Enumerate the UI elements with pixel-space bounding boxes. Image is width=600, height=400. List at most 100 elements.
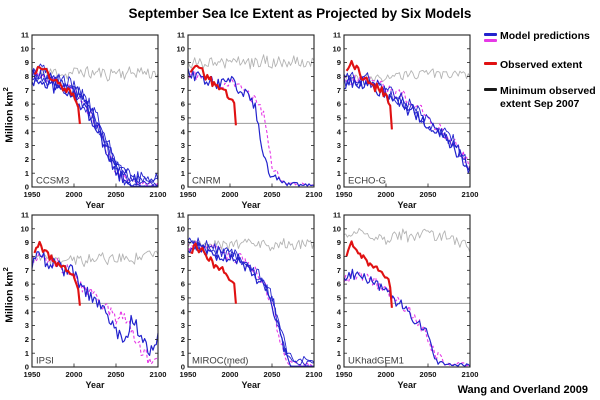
svg-text:8: 8 <box>337 252 341 261</box>
svg-text:CNRM: CNRM <box>192 176 221 187</box>
svg-text:2050: 2050 <box>264 190 281 199</box>
svg-text:2050: 2050 <box>108 190 125 199</box>
svg-text:2000: 2000 <box>66 370 83 379</box>
svg-text:2050: 2050 <box>264 370 281 379</box>
svg-text:2100: 2100 <box>306 190 323 199</box>
svg-text:5: 5 <box>337 294 342 303</box>
svg-text:Year: Year <box>85 380 105 390</box>
attribution: Wang and Overland 2009 <box>457 384 588 396</box>
svg-text:CCSM3: CCSM3 <box>36 176 69 187</box>
svg-text:2: 2 <box>337 155 341 164</box>
svg-text:8: 8 <box>337 72 341 81</box>
svg-text:7: 7 <box>337 86 341 95</box>
svg-text:5: 5 <box>337 114 342 123</box>
svg-text:10: 10 <box>21 224 29 233</box>
svg-text:1950: 1950 <box>24 370 41 379</box>
legend-item-observed-extent: Observed extent <box>484 59 598 72</box>
chart-ipsi: 0 1 2 3 4 5 6 7 8 9 10 11 1950 2000 2050 2100 Year IPSI <box>21 211 167 390</box>
svg-text:5: 5 <box>181 294 186 303</box>
svg-text:10: 10 <box>177 224 185 233</box>
svg-text:2000: 2000 <box>378 190 395 199</box>
legend-item-model-predictions: Model predictions <box>484 30 598 45</box>
svg-text:2: 2 <box>337 335 341 344</box>
svg-text:11: 11 <box>177 211 186 220</box>
svg-text:2100: 2100 <box>462 190 479 199</box>
chart-ukhadgem1: 0 1 2 3 4 5 6 7 8 9 10 11 1950 2000 2050 2100 Year UKhadG… <box>333 211 479 390</box>
svg-text:3: 3 <box>337 321 341 330</box>
svg-text:9: 9 <box>25 238 29 247</box>
svg-text:1950: 1950 <box>336 190 353 199</box>
magenta-line-icon <box>484 38 497 42</box>
svg-text:0: 0 <box>181 183 185 192</box>
svg-text:11: 11 <box>333 211 342 220</box>
svg-text:Year: Year <box>241 380 261 390</box>
svg-text:Year: Year <box>397 380 417 390</box>
legend: Model predictions Observed extent Minimu… <box>484 30 598 124</box>
svg-text:11: 11 <box>21 211 30 220</box>
svg-text:8: 8 <box>25 72 29 81</box>
svg-text:2: 2 <box>25 335 29 344</box>
svg-text:ECHO-G: ECHO-G <box>348 176 386 187</box>
legend-label-observed-extent: Observed extent <box>500 58 583 71</box>
svg-text:4: 4 <box>25 127 30 136</box>
svg-text:Year: Year <box>241 200 261 210</box>
figure-title: September Sea Ice Extent as Projected by… <box>128 6 472 21</box>
svg-text:2000: 2000 <box>378 370 395 379</box>
svg-text:1: 1 <box>337 169 342 178</box>
svg-text:2100: 2100 <box>462 370 479 379</box>
svg-text:1: 1 <box>337 349 342 358</box>
svg-text:4: 4 <box>337 307 342 316</box>
svg-text:9: 9 <box>25 58 29 67</box>
svg-text:9: 9 <box>337 58 341 67</box>
svg-text:Year: Year <box>397 200 417 210</box>
svg-text:MIROC(med): MIROC(med) <box>192 356 248 367</box>
svg-text:4: 4 <box>181 127 186 136</box>
model-predictions-line-swatch <box>484 30 500 45</box>
svg-text:2050: 2050 <box>420 370 437 379</box>
svg-text:0: 0 <box>25 363 29 372</box>
svg-text:6: 6 <box>25 280 29 289</box>
svg-text:1950: 1950 <box>336 370 353 379</box>
legend-label-model-predictions: Model predictions <box>500 30 590 42</box>
svg-text:4: 4 <box>181 307 186 316</box>
svg-text:2: 2 <box>181 335 185 344</box>
svg-text:7: 7 <box>337 266 341 275</box>
svg-text:0: 0 <box>337 363 341 372</box>
svg-text:3: 3 <box>25 321 29 330</box>
svg-text:4: 4 <box>25 307 30 316</box>
svg-text:1: 1 <box>181 169 186 178</box>
svg-text:5: 5 <box>181 114 186 123</box>
svg-text:2100: 2100 <box>150 190 167 199</box>
svg-text:6: 6 <box>25 100 29 109</box>
svg-text:1: 1 <box>25 349 30 358</box>
svg-text:10: 10 <box>333 224 341 233</box>
svg-text:1950: 1950 <box>180 370 197 379</box>
svg-text:6: 6 <box>181 100 185 109</box>
svg-text:7: 7 <box>181 86 185 95</box>
svg-text:Year: Year <box>85 200 105 210</box>
svg-text:IPSI: IPSI <box>36 356 54 367</box>
blue-line-icon <box>484 33 497 36</box>
svg-text:9: 9 <box>337 238 341 247</box>
svg-text:2000: 2000 <box>222 190 239 199</box>
svg-text:3: 3 <box>181 141 185 150</box>
svg-text:4: 4 <box>337 127 342 136</box>
svg-text:0: 0 <box>337 183 341 192</box>
legend-item-minimum-observed: Minimum observed extent Sep 2007 <box>484 85 598 110</box>
svg-text:11: 11 <box>21 31 30 40</box>
chart-cnrm: 0 1 2 3 4 5 6 7 8 9 10 11 1950 2000 2050 2100 Year CNRM <box>177 31 323 210</box>
svg-text:2000: 2000 <box>66 190 83 199</box>
svg-text:UKhadGEM1: UKhadGEM1 <box>348 356 404 367</box>
svg-text:3: 3 <box>25 141 29 150</box>
observed-extent-line-swatch <box>484 59 500 68</box>
svg-text:2100: 2100 <box>150 370 167 379</box>
svg-text:5: 5 <box>25 114 30 123</box>
svg-text:7: 7 <box>181 266 185 275</box>
svg-text:2: 2 <box>181 155 185 164</box>
red-line-icon <box>484 61 497 65</box>
svg-text:7: 7 <box>25 86 29 95</box>
chart-ccsm3: 0 1 2 3 4 5 6 7 8 9 10 11 1950 2000 2050 2100 Year CCSM3 <box>21 31 167 210</box>
svg-text:1950: 1950 <box>180 190 197 199</box>
legend-label-minimum-observed: Minimum observed extent Sep 2007 <box>500 85 596 110</box>
